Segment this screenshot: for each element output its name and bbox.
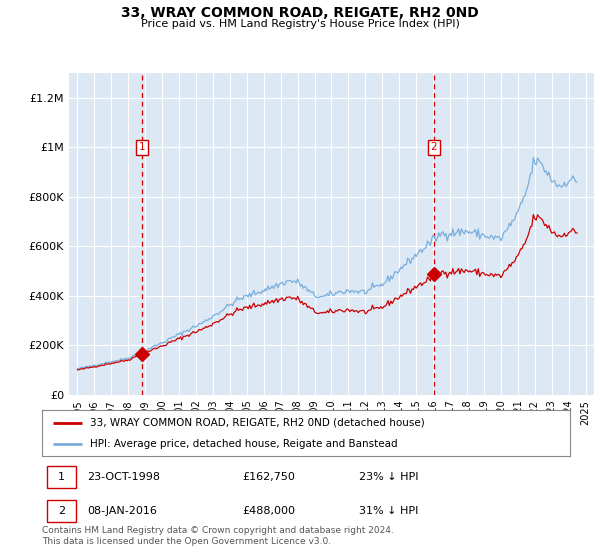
Text: HPI: Average price, detached house, Reigate and Banstead: HPI: Average price, detached house, Reig… bbox=[89, 439, 397, 449]
Text: 1: 1 bbox=[139, 142, 145, 152]
Text: Price paid vs. HM Land Registry's House Price Index (HPI): Price paid vs. HM Land Registry's House … bbox=[140, 19, 460, 29]
Text: Contains HM Land Registry data © Crown copyright and database right 2024.
This d: Contains HM Land Registry data © Crown c… bbox=[42, 526, 394, 546]
Text: 23-OCT-1998: 23-OCT-1998 bbox=[87, 472, 160, 482]
Text: 33, WRAY COMMON ROAD, REIGATE, RH2 0ND (detached house): 33, WRAY COMMON ROAD, REIGATE, RH2 0ND (… bbox=[89, 418, 424, 428]
Text: 08-JAN-2016: 08-JAN-2016 bbox=[87, 506, 157, 516]
FancyBboxPatch shape bbox=[47, 466, 76, 488]
FancyBboxPatch shape bbox=[47, 500, 76, 522]
Text: 1: 1 bbox=[58, 472, 65, 482]
Text: 2: 2 bbox=[58, 506, 65, 516]
Text: 31% ↓ HPI: 31% ↓ HPI bbox=[359, 506, 418, 516]
Text: £488,000: £488,000 bbox=[242, 506, 296, 516]
Text: £162,750: £162,750 bbox=[242, 472, 296, 482]
Text: 23% ↓ HPI: 23% ↓ HPI bbox=[359, 472, 418, 482]
Text: 33, WRAY COMMON ROAD, REIGATE, RH2 0ND: 33, WRAY COMMON ROAD, REIGATE, RH2 0ND bbox=[121, 6, 479, 20]
Text: 2: 2 bbox=[430, 142, 437, 152]
